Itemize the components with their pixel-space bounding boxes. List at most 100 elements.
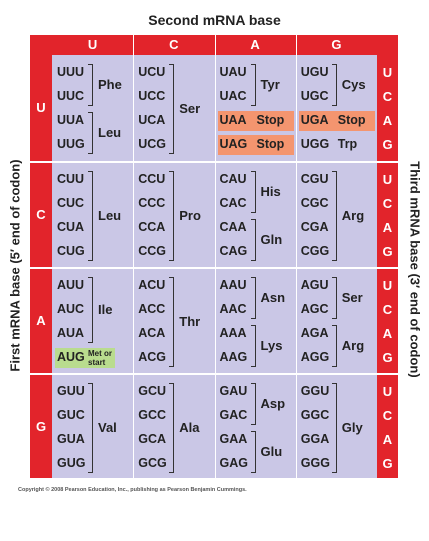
bracket (250, 171, 256, 213)
amino-acid: Ile (98, 302, 113, 317)
codon: GCU (138, 384, 167, 398)
left-bar (30, 35, 52, 478)
codon: UCA (138, 113, 166, 127)
highlight (55, 348, 115, 368)
amino-acid: Ala (179, 420, 200, 435)
codon: AUC (57, 302, 85, 316)
codon: UCU (138, 65, 166, 79)
amino-acid: Stop (256, 137, 285, 151)
column-divider (295, 35, 297, 478)
codon: CCU (138, 172, 166, 186)
title: Second mRNA base (148, 12, 281, 28)
column-divider (214, 35, 216, 478)
codon: UUA (57, 113, 85, 127)
highlight (217, 135, 294, 155)
first-base: U (36, 100, 46, 115)
second-base: U (87, 37, 98, 52)
codon: AAC (219, 302, 247, 316)
codon: CUA (57, 220, 85, 234)
bracket (331, 383, 337, 473)
codon: GUA (57, 432, 85, 446)
codon: GAC (219, 408, 248, 422)
amino-acid: Asn (260, 290, 286, 305)
codon: AUU (57, 278, 85, 292)
codon: GAG (219, 456, 248, 470)
bracket (88, 171, 93, 261)
amino-acid: Cys (341, 77, 366, 92)
third-base: U (382, 278, 393, 293)
amino-acid: His (260, 184, 281, 199)
bracket (169, 383, 175, 473)
second-base: A (250, 37, 260, 52)
third-base: U (382, 384, 393, 399)
codon: UCG (138, 137, 167, 151)
codon: CAU (219, 172, 247, 186)
amino-acid: Stop (256, 113, 285, 127)
codon: GGG (300, 456, 330, 470)
amino-acid: Leu (98, 125, 122, 140)
third-base: C (382, 196, 393, 211)
codon: UGU (300, 65, 329, 79)
codon: CUC (57, 196, 85, 210)
codon: AAG (219, 350, 248, 364)
codon: AUG (57, 350, 85, 364)
codon: UGG (300, 137, 330, 151)
bracket (331, 64, 337, 106)
codon: GUC (57, 408, 85, 422)
amino-acid: Stop (337, 113, 366, 127)
codon: CAC (219, 196, 247, 210)
codon: GAA (219, 432, 248, 446)
amino-acid: Ser (341, 290, 363, 305)
codon: UUU (57, 65, 85, 79)
codon: ACA (138, 326, 166, 340)
codon: AGG (300, 350, 330, 364)
third-base: G (382, 350, 393, 365)
right-bar (377, 35, 398, 478)
bracket (169, 64, 175, 154)
amino-acid: Gly (341, 420, 363, 435)
codon: UGC (300, 89, 329, 103)
amino-acid: Ser (179, 101, 201, 116)
first-base: C (36, 207, 46, 222)
codon: GGA (300, 432, 330, 446)
bracket (250, 64, 256, 106)
bracket (250, 325, 256, 367)
amino-acid: Met or start (88, 349, 112, 367)
third-base: C (382, 408, 393, 423)
amino-acid: Thr (179, 314, 201, 329)
bracket (250, 383, 256, 425)
third-base: A (382, 113, 393, 128)
codon: UAA (219, 113, 247, 127)
amino-acid: Trp (337, 137, 358, 151)
codon: CCG (138, 244, 167, 258)
codon: AGU (300, 278, 329, 292)
codon: CGC (300, 196, 329, 210)
amino-acid: Gln (260, 232, 283, 247)
copyright: Copyright © 2008 Pearson Education, Inc.… (18, 487, 247, 493)
third-base: G (382, 244, 393, 259)
codon: GUG (57, 456, 86, 470)
codon: GGC (300, 408, 330, 422)
third-base: G (382, 137, 393, 152)
codon: CGG (300, 244, 330, 258)
bracket (331, 277, 337, 319)
row-divider (30, 267, 398, 269)
codon: GGU (300, 384, 330, 398)
codon: AGA (300, 326, 329, 340)
bracket (88, 383, 93, 473)
codon: AAA (219, 326, 247, 340)
third-base: G (382, 456, 393, 471)
codon: GCC (138, 408, 167, 422)
third-base: A (382, 326, 393, 341)
codon: CGA (300, 220, 329, 234)
amino-acid: Phe (98, 77, 122, 92)
third-base: C (382, 302, 393, 317)
third-base: U (382, 172, 393, 187)
codon: CCA (138, 220, 166, 234)
bracket (88, 277, 93, 343)
first-base: A (36, 313, 46, 328)
codon: CUG (57, 244, 85, 258)
highlight (217, 111, 294, 131)
second-base: G (331, 37, 342, 52)
